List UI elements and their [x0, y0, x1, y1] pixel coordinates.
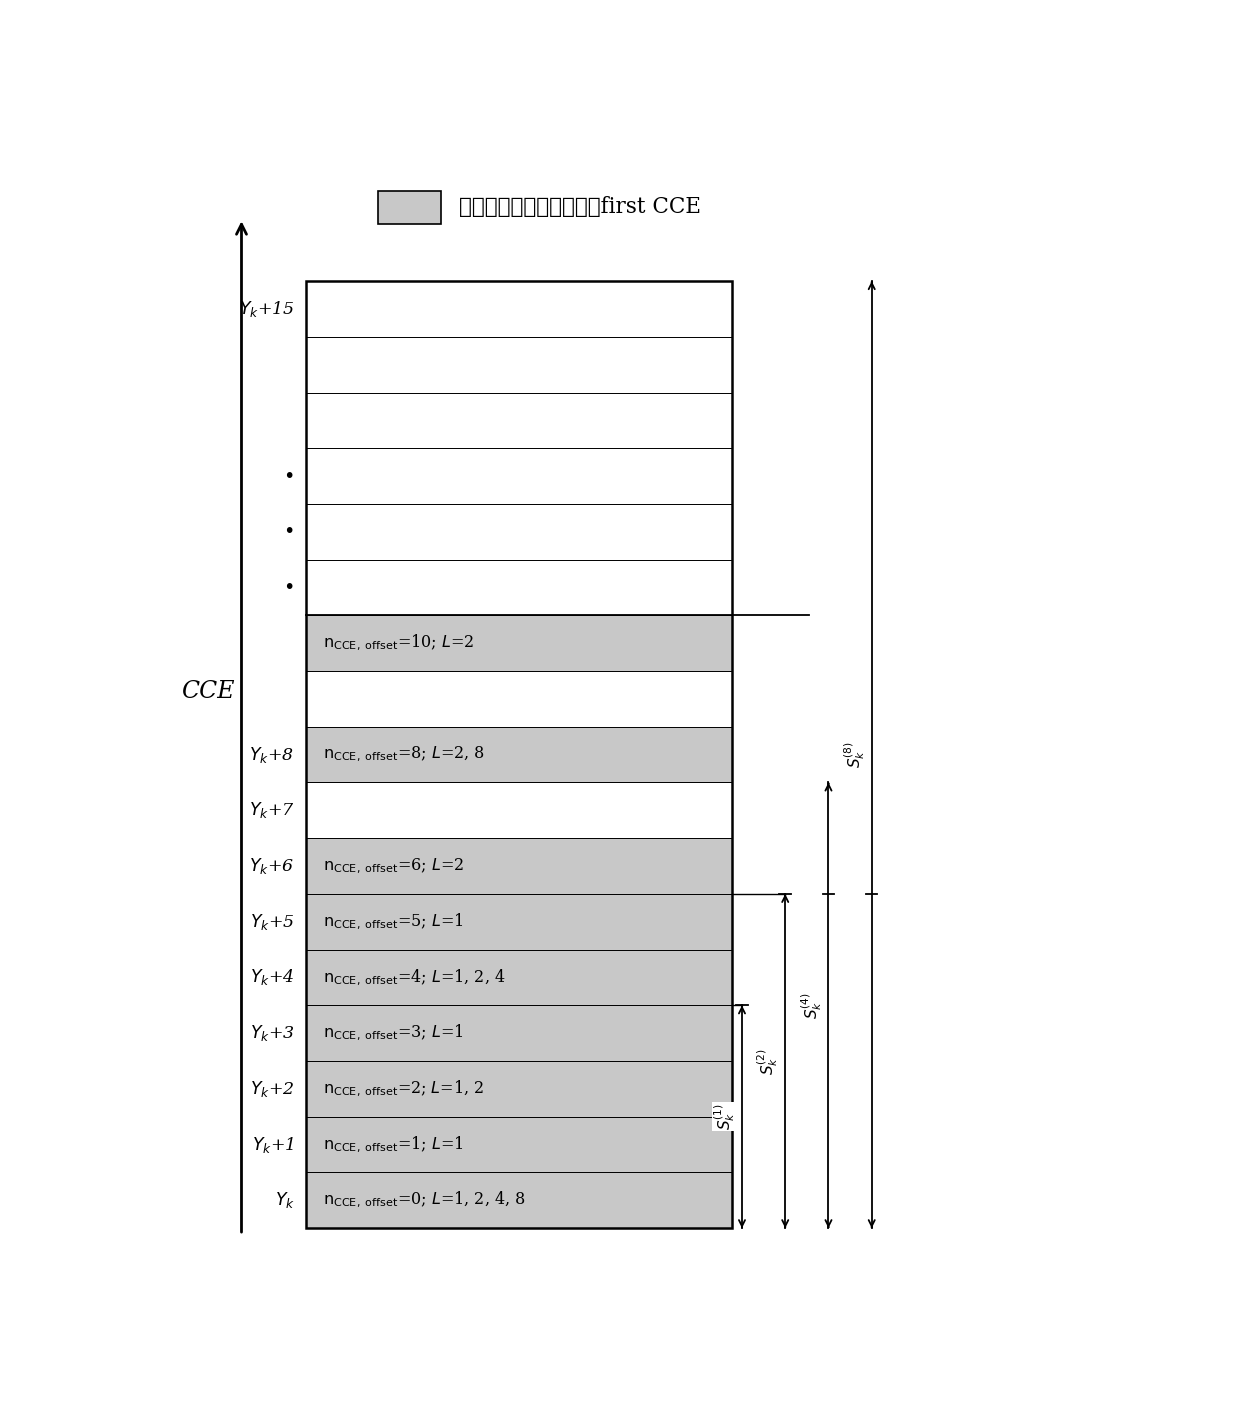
Text: $S_k^{(8)}$: $S_k^{(8)}$: [842, 741, 867, 768]
Bar: [306, 281, 733, 337]
Bar: [306, 894, 733, 950]
Bar: [306, 1117, 733, 1172]
Bar: [306, 671, 733, 727]
Text: $\mathrm{n_{CCE,\;offset}}$=10; $\mathit{L}$=2: $\mathrm{n_{CCE,\;offset}}$=10; $\mathit…: [324, 633, 475, 654]
Bar: [306, 839, 733, 894]
Bar: [306, 782, 733, 839]
Text: $Y_k$+2: $Y_k$+2: [249, 1079, 295, 1099]
Text: $\mathrm{n_{CCE,\;offset}}$=0; $\mathit{L}$=1, 2, 4, 8: $\mathrm{n_{CCE,\;offset}}$=0; $\mathit{…: [324, 1190, 526, 1210]
Bar: [306, 393, 733, 448]
Bar: [378, 191, 441, 225]
Text: $\mathrm{n_{CCE,\;offset}}$=8; $\mathit{L}$=2, 8: $\mathrm{n_{CCE,\;offset}}$=8; $\mathit{…: [324, 746, 485, 764]
Bar: [306, 616, 733, 671]
Bar: [306, 950, 733, 1005]
Text: •: •: [283, 522, 295, 541]
Bar: [306, 559, 733, 616]
Text: $Y_k$+5: $Y_k$+5: [250, 912, 295, 932]
Bar: [306, 281, 733, 1228]
Text: $S_k^{(4)}$: $S_k^{(4)}$: [799, 991, 823, 1019]
Text: •: •: [283, 578, 295, 597]
Bar: [306, 727, 733, 782]
Bar: [306, 1060, 733, 1117]
Text: $\mathrm{n_{CCE,\;offset}}$=1; $\mathit{L}$=1: $\mathrm{n_{CCE,\;offset}}$=1; $\mathit{…: [324, 1134, 464, 1155]
Bar: [306, 504, 733, 559]
Bar: [306, 1172, 733, 1228]
Text: $S_k^{(2)}$: $S_k^{(2)}$: [755, 1048, 780, 1075]
Text: 各聚合等级对应的可能的first CCE: 各聚合等级对应的可能的first CCE: [459, 196, 701, 219]
Bar: [306, 337, 733, 393]
Bar: [306, 1005, 733, 1060]
Text: $\mathrm{n_{CCE,\;offset}}$=6; $\mathit{L}$=2: $\mathrm{n_{CCE,\;offset}}$=6; $\mathit{…: [324, 857, 465, 875]
Text: $Y_k$+3: $Y_k$+3: [249, 1024, 295, 1043]
Text: $Y_k$+8: $Y_k$+8: [249, 744, 295, 765]
Text: $\mathrm{n_{CCE,\;offset}}$=4; $\mathit{L}$=1, 2, 4: $\mathrm{n_{CCE,\;offset}}$=4; $\mathit{…: [324, 967, 506, 987]
Text: $Y_k$+15: $Y_k$+15: [239, 299, 295, 319]
Text: CCE: CCE: [181, 679, 234, 703]
Text: $Y_k$+1: $Y_k$+1: [252, 1135, 295, 1155]
Text: $\mathrm{n_{CCE,\;offset}}$=2; $\mathit{L}$=1, 2: $\mathrm{n_{CCE,\;offset}}$=2; $\mathit{…: [324, 1079, 485, 1099]
Text: $Y_k$: $Y_k$: [274, 1190, 295, 1210]
Text: $\mathrm{n_{CCE,\;offset}}$=5; $\mathit{L}$=1: $\mathrm{n_{CCE,\;offset}}$=5; $\mathit{…: [324, 912, 464, 932]
Text: $S_k^{(1)}$: $S_k^{(1)}$: [712, 1103, 737, 1130]
Text: $\mathrm{n_{CCE,\;offset}}$=3; $\mathit{L}$=1: $\mathrm{n_{CCE,\;offset}}$=3; $\mathit{…: [324, 1024, 464, 1043]
Text: $Y_k$+4: $Y_k$+4: [250, 967, 295, 987]
Text: $Y_k$+6: $Y_k$+6: [249, 856, 295, 875]
Text: $Y_k$+7: $Y_k$+7: [249, 801, 295, 820]
Bar: [306, 448, 733, 504]
Text: •: •: [283, 466, 295, 486]
